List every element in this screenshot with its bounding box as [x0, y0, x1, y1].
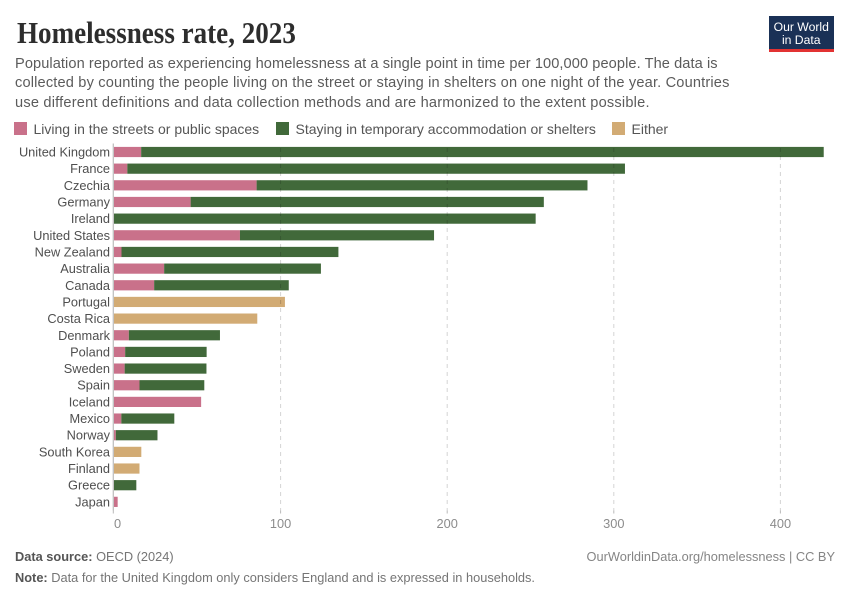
- svg-text:100: 100: [270, 516, 291, 531]
- svg-text:Ireland: Ireland: [71, 211, 110, 226]
- svg-text:Poland: Poland: [70, 344, 110, 359]
- svg-text:200: 200: [437, 516, 458, 531]
- svg-text:South Korea: South Korea: [39, 444, 111, 459]
- svg-text:Portugal: Portugal: [62, 294, 110, 309]
- svg-text:Germany: Germany: [57, 195, 110, 210]
- svg-text:Australia: Australia: [60, 261, 111, 276]
- svg-text:France: France: [70, 161, 110, 176]
- svg-text:Czechia: Czechia: [64, 178, 111, 193]
- svg-text:Greece: Greece: [68, 478, 110, 493]
- svg-text:Iceland: Iceland: [69, 394, 110, 409]
- svg-text:Japan: Japan: [75, 494, 110, 509]
- svg-text:Mexico: Mexico: [69, 411, 110, 426]
- svg-text:Norway: Norway: [67, 428, 111, 443]
- svg-text:Finland: Finland: [68, 461, 110, 476]
- svg-text:400: 400: [770, 516, 791, 531]
- svg-text:Sweden: Sweden: [64, 361, 110, 376]
- svg-text:New Zealand: New Zealand: [35, 245, 110, 260]
- svg-text:300: 300: [603, 516, 624, 531]
- svg-text:Canada: Canada: [65, 278, 111, 293]
- svg-text:Spain: Spain: [77, 378, 110, 393]
- svg-text:Costa Rica: Costa Rica: [47, 311, 110, 326]
- svg-text:Denmark: Denmark: [58, 328, 111, 343]
- svg-text:United Kingdom: United Kingdom: [19, 145, 110, 160]
- svg-text:United States: United States: [33, 228, 110, 243]
- svg-text:0: 0: [114, 516, 121, 531]
